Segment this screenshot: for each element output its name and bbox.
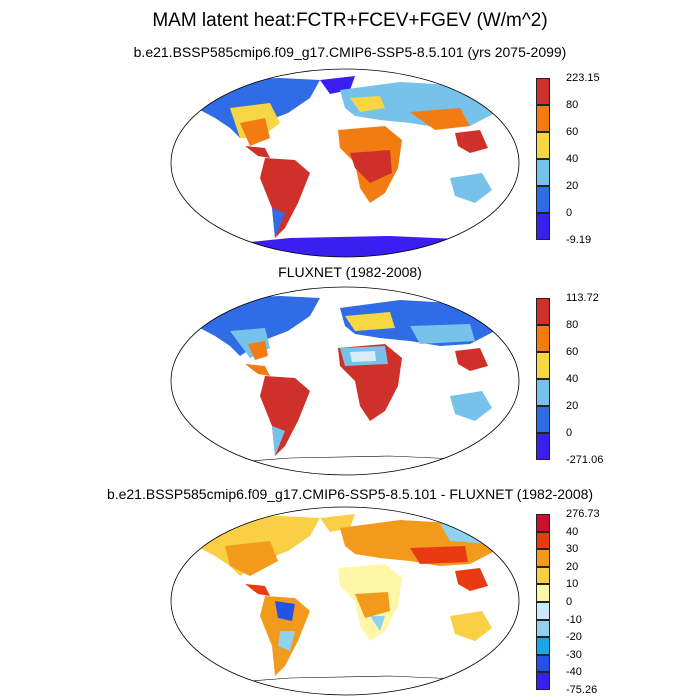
colorbar-label: 0 — [566, 207, 573, 219]
colorbar-label: 10 — [566, 578, 579, 591]
central-america — [245, 146, 270, 158]
colorbar-label: 223.15 — [566, 72, 600, 84]
colorbar-segment — [536, 78, 550, 105]
colorbar-label: 20 — [566, 180, 579, 192]
colorbar-segment — [536, 602, 550, 620]
panel-subtitle: b.e21.BSSP585cmip6.f09_g17.CMIP6-SSP5-8.… — [106, 486, 594, 502]
colorbar-label: 113.72 — [566, 292, 599, 304]
colorbar-label: 40 — [566, 525, 579, 538]
colorbar-segment — [536, 584, 550, 602]
colorbar-fluxnet — [536, 298, 550, 460]
colorbar-segment — [536, 637, 550, 655]
colorbar-label: -30 — [566, 648, 582, 661]
colorbar-label: 60 — [566, 126, 579, 138]
colorbar-segment — [536, 549, 550, 567]
colorbar-label: 0 — [566, 596, 573, 608]
colorbar-segment — [536, 352, 550, 379]
colorbar-segment — [536, 298, 550, 325]
colorbar-segment — [536, 325, 550, 352]
colorbar-label: -20 — [566, 631, 582, 644]
colorbar-label: 20 — [566, 400, 579, 412]
panel-subtitle: b.e21.BSSP585cmip6.f09_g17.CMIP6-SSP5-8.… — [133, 44, 567, 60]
colorbar-label: 40 — [566, 373, 579, 385]
australia — [450, 173, 492, 203]
colorbar-label: -10 — [566, 613, 582, 626]
colorbar-label: 30 — [566, 543, 579, 556]
panel-subtitle: FLUXNET (1982-2008) — [278, 264, 422, 280]
colorbar-segment — [536, 514, 550, 532]
figure-title: MAM latent heat:FCTR+FCEV+FGEV (W/m^2) — [152, 10, 548, 31]
colorbar-label: -40 — [566, 666, 582, 679]
colorbar-label: -9.19 — [566, 234, 592, 246]
world-map-model — [170, 68, 520, 258]
colorbar-label: -271.06 — [566, 454, 604, 466]
colorbar-label: 0 — [566, 427, 573, 439]
colorbar-segment — [536, 531, 550, 550]
colorbar-segment — [536, 213, 550, 240]
colorbar-segment — [536, 379, 550, 406]
colorbar-label: 40 — [566, 153, 579, 165]
colorbar-segment — [536, 619, 550, 638]
colorbar-segment — [536, 159, 550, 186]
colorbar-segment — [536, 654, 550, 673]
colorbar-segment — [536, 186, 550, 213]
colorbar-segment — [536, 672, 550, 690]
colorbar-model — [536, 78, 550, 240]
colorbar-difference — [536, 514, 550, 690]
colorbar-segment — [536, 566, 550, 585]
colorbar-segment — [536, 433, 550, 460]
colorbar-segment — [536, 406, 550, 433]
colorbar-label: 20 — [566, 560, 579, 573]
southeast-asia — [455, 130, 488, 153]
colorbar-label: -75.26 — [566, 684, 598, 696]
colorbar-label: 80 — [566, 99, 579, 111]
colorbar-segment — [536, 105, 550, 132]
world-map-fluxnet — [170, 286, 520, 476]
colorbar-label: 276.73 — [566, 508, 600, 520]
colorbar-label: 60 — [566, 346, 579, 358]
south-america — [260, 158, 310, 238]
colorbar-label: 80 — [566, 319, 579, 331]
world-map-difference — [170, 506, 520, 696]
colorbar-segment — [536, 132, 550, 159]
